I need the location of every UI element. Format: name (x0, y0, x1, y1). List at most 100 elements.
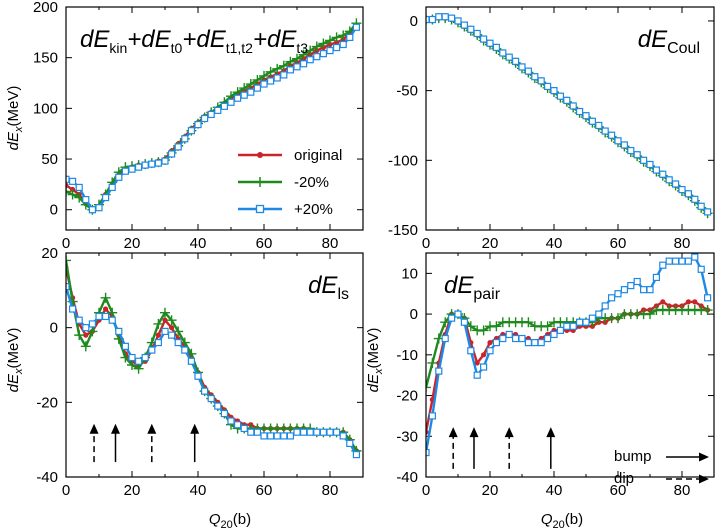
data-point-plus20 (306, 56, 314, 64)
data-point-plus20 (691, 195, 699, 203)
data-point-plus20 (460, 21, 468, 29)
x-tick-label: 80 (674, 235, 691, 252)
panel-title: dEpair (444, 272, 501, 303)
data-point-plus20 (614, 137, 622, 145)
panel-title-subscript: kin (109, 40, 127, 56)
data-point-plus20 (486, 347, 494, 355)
data-point-plus20 (524, 67, 533, 75)
data-point-minus20 (239, 83, 250, 94)
data-point-plus20 (267, 77, 275, 85)
panel-title-main: +dE (182, 26, 226, 53)
data-point-plus20 (454, 310, 462, 318)
x-tick-label: 20 (124, 235, 141, 252)
data-point-plus20 (563, 96, 571, 104)
data-point-minus20 (331, 32, 342, 43)
y-tick-label: -100 (388, 152, 418, 169)
data-point-plus20 (339, 432, 347, 440)
panel-title-subscript: ls (337, 286, 349, 303)
data-point-plus20 (161, 327, 169, 335)
data-point-plus20 (607, 131, 616, 139)
data-point-plus20 (531, 73, 539, 81)
data-point-minus20 (245, 79, 256, 90)
x-tick-label: 60 (610, 482, 627, 499)
data-point-plus20 (306, 428, 314, 436)
data-point-minus20 (491, 321, 502, 332)
data-point-original (70, 186, 76, 193)
data-point-plus20 (339, 40, 347, 49)
data-point-plus20 (154, 339, 162, 347)
data-point-plus20 (435, 367, 443, 375)
x-tick-label: 0 (62, 235, 70, 252)
legend-marker-minus20 (255, 177, 265, 187)
data-point-plus20 (253, 84, 261, 92)
data-point-minus20 (325, 35, 335, 46)
panel-title-subscript: Coul (667, 40, 700, 57)
data-point-plus20 (95, 204, 103, 212)
panel-title: dECoul (638, 26, 700, 57)
legend-label-minus20: -20% (294, 174, 329, 191)
data-point-minus20 (278, 60, 289, 71)
data-point-plus20 (234, 94, 242, 102)
data-point-plus20 (194, 120, 202, 129)
data-point-plus20 (659, 261, 667, 269)
data-point-plus20 (703, 294, 712, 302)
panel-title-main: +dE (127, 26, 171, 53)
data-point-plus20 (646, 286, 654, 294)
data-point-plus20 (141, 161, 149, 169)
x-tick-label: 20 (482, 482, 499, 499)
data-point-minus20 (702, 305, 713, 316)
data-point-original (685, 299, 692, 305)
data-point-minus20 (66, 186, 71, 197)
data-point-plus20 (499, 49, 507, 57)
data-point-plus20 (214, 402, 222, 410)
data-point-plus20 (454, 17, 462, 25)
data-point-minus20 (613, 313, 623, 324)
arrow-legend-bump-head (699, 452, 709, 462)
data-point-plus20 (505, 53, 513, 61)
data-point-plus20 (267, 432, 275, 440)
data-point-plus20 (582, 318, 590, 326)
data-point-plus20 (588, 314, 597, 322)
data-point-plus20 (703, 208, 712, 216)
data-point-plus20 (575, 107, 584, 116)
data-point-plus20 (280, 71, 288, 79)
data-point-original (155, 332, 161, 338)
data-point-plus20 (286, 66, 294, 74)
data-point-plus20 (128, 165, 136, 173)
data-point-plus20 (652, 166, 661, 174)
data-point-minus20 (66, 255, 71, 266)
data-point-minus20 (74, 330, 85, 341)
data-point-plus20 (620, 286, 629, 294)
arrow-head-bump (469, 427, 479, 438)
data-point-plus20 (595, 310, 603, 318)
data-point-plus20 (95, 312, 103, 321)
data-point-minus20 (100, 292, 111, 303)
data-point-plus20 (319, 428, 327, 436)
x-tick-label: 40 (546, 235, 563, 252)
data-point-plus20 (346, 33, 354, 42)
data-point-plus20 (108, 183, 116, 192)
data-point-plus20 (467, 347, 475, 355)
data-point-minus20 (298, 49, 309, 60)
x-tick-label: 20 (482, 235, 499, 252)
arrow-head-bump (190, 423, 200, 434)
data-point-plus20 (201, 387, 209, 395)
legend-marker-plus20 (255, 204, 265, 214)
data-point-plus20 (148, 346, 156, 354)
data-point-minus20 (318, 38, 329, 49)
data-point-plus20 (671, 180, 680, 188)
y-axis-label-bottom: dEx(MeV) (5, 328, 25, 393)
data-point-minus20 (160, 307, 170, 318)
data-point-plus20 (633, 151, 641, 159)
data-point-plus20 (326, 428, 334, 436)
data-point-original (162, 317, 168, 323)
data-point-plus20 (135, 357, 143, 365)
data-point-plus20 (601, 302, 609, 310)
data-point-plus20 (480, 363, 488, 371)
data-point-plus20 (575, 318, 584, 326)
x-axis-label-right: Q20(b) (541, 511, 583, 530)
data-point-minus20 (166, 315, 177, 326)
data-point-plus20 (253, 428, 261, 436)
data-point-plus20 (691, 253, 699, 261)
data-point-plus20 (505, 330, 513, 339)
